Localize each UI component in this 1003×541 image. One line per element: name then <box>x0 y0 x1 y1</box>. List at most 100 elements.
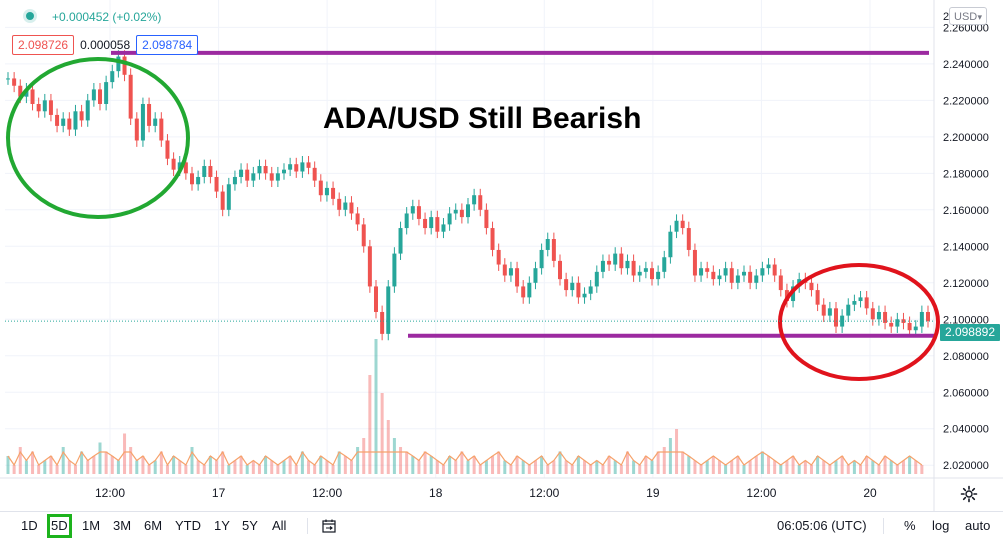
candle-body <box>631 260 636 276</box>
y-tick-label: 2.080000 <box>943 351 989 363</box>
volume-bar <box>576 456 580 474</box>
volume-bar <box>773 460 777 474</box>
timeframe-all[interactable]: All <box>272 518 287 533</box>
candle-body <box>263 166 268 174</box>
volume-bar <box>570 465 574 474</box>
volume-bar <box>533 460 537 474</box>
price-chart[interactable]: 2.260000 2.240000 2.220000 2.200000 2.180000… <box>0 0 1003 511</box>
candle-body <box>355 213 360 225</box>
volume-bar <box>239 456 243 474</box>
candle-body <box>300 162 305 172</box>
volume-bar <box>80 451 84 474</box>
timeframe-5d[interactable]: 5D <box>47 514 72 538</box>
volume-bar <box>399 447 403 474</box>
candle-body <box>650 268 654 280</box>
log-scale-toggle[interactable]: log <box>932 518 950 533</box>
volume-bar <box>644 456 648 474</box>
candle-body <box>723 268 728 276</box>
candle-body <box>613 253 618 265</box>
candle-body <box>889 322 894 327</box>
toolbar-divider <box>307 518 308 534</box>
timeframe-1d[interactable]: 1D <box>21 518 38 533</box>
volume-bar <box>282 460 286 474</box>
timeframe-1y[interactable]: 1Y <box>214 518 230 533</box>
x-tick-label: 12:00 <box>95 486 125 500</box>
candle-body <box>907 322 912 331</box>
candle-body <box>367 246 372 287</box>
volume-bar <box>313 465 317 474</box>
x-tick-label: 19 <box>646 486 660 500</box>
candle-body <box>821 304 826 316</box>
volume-bar <box>43 460 47 474</box>
candle-body <box>331 187 336 199</box>
volume-bar <box>245 465 249 474</box>
candle-body <box>61 118 66 126</box>
candle-body <box>12 78 17 86</box>
timeframe-6m[interactable]: 6M <box>144 518 163 533</box>
candle-body <box>883 311 888 323</box>
candle-body <box>110 71 115 83</box>
candle-body <box>245 169 250 181</box>
volume-bar <box>264 456 268 474</box>
gear-icon[interactable] <box>960 485 978 503</box>
candle-body <box>416 206 421 219</box>
timeframe-1m[interactable]: 1M <box>82 518 101 533</box>
volume-bar <box>760 451 764 474</box>
volume-histogram <box>6 339 924 474</box>
currency-selector[interactable]: USD ▾ <box>949 7 987 25</box>
volume-bar <box>18 447 22 474</box>
y-tick-label: 2.260000 <box>943 22 989 34</box>
candle-body <box>772 264 777 276</box>
candle-body <box>232 176 237 185</box>
timeframe-5y[interactable]: 5Y <box>242 518 258 533</box>
candle-body <box>754 275 759 283</box>
y-tick-label: 2.220000 <box>943 95 989 107</box>
candle-body <box>852 301 857 305</box>
x-tick-label: 12:00 <box>312 486 342 500</box>
volume-bar <box>846 465 850 474</box>
volume-bar <box>724 465 728 474</box>
volume-bar <box>859 465 863 474</box>
volume-bar <box>889 460 893 474</box>
volume-bar <box>595 460 599 474</box>
buy-price-button[interactable]: 2.098784 <box>136 35 199 55</box>
volume-bar <box>331 465 335 474</box>
candle-body <box>165 140 170 159</box>
y-tick-label: 2.100000 <box>943 314 989 326</box>
volume-bar <box>123 433 127 474</box>
volume-bar <box>294 465 298 474</box>
volume-bar <box>411 456 415 474</box>
candle-body <box>600 260 605 272</box>
candle-body <box>196 176 201 185</box>
timeframe-ytd[interactable]: YTD <box>175 518 201 533</box>
volume-bar <box>797 465 801 474</box>
candle-body <box>778 275 783 291</box>
auto-scale-toggle[interactable]: auto <box>965 518 991 533</box>
calendar-range-icon[interactable] <box>321 518 337 534</box>
volume-bar <box>24 460 28 474</box>
volume-bar <box>227 465 231 474</box>
candle-body <box>686 228 691 250</box>
currency-label: USD <box>954 11 978 23</box>
candle-body <box>30 89 35 104</box>
candle-body <box>625 260 630 269</box>
sell-price-button[interactable]: 2.098726 <box>12 35 75 55</box>
candle-body <box>386 286 391 334</box>
volume-bar <box>503 460 507 474</box>
volume-bar <box>638 465 642 474</box>
volume-bar <box>840 456 844 474</box>
candle-body <box>711 271 716 280</box>
utc-clock[interactable]: 06:05:06 (UTC) <box>777 518 867 533</box>
volume-bar <box>540 456 544 474</box>
volume-bar <box>871 460 875 474</box>
volume-bar <box>221 451 225 474</box>
candle-body <box>435 217 440 232</box>
volume-bar <box>37 465 41 474</box>
timeframe-3m[interactable]: 3M <box>113 518 132 533</box>
candle-body <box>502 264 507 276</box>
volume-bar <box>362 438 366 474</box>
candle-body <box>662 257 667 272</box>
volume-bar <box>509 465 513 474</box>
volume-bar <box>337 451 341 474</box>
percent-scale-toggle[interactable]: % <box>904 518 916 533</box>
